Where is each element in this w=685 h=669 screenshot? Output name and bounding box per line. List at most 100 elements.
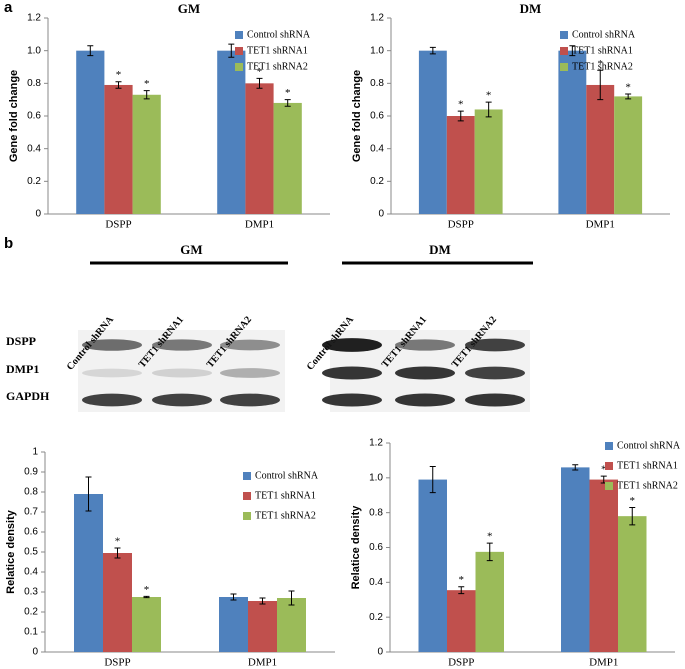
blot-band [465,338,525,352]
legend-swatch [605,482,613,490]
y-tick-label: 0.2 [24,607,38,618]
y-tick-label: 0.1 [24,627,38,638]
legend-swatch [560,63,568,71]
legend-label: TET1 shRNA2 [247,61,308,72]
y-tick-label: 1.0 [27,45,41,56]
bar [589,479,618,652]
error-bar [228,43,235,58]
chart-title: GM [178,1,200,16]
error-bar [230,593,237,601]
y-tick-label: 0.6 [370,111,384,122]
bar [103,553,132,652]
bar [474,109,503,214]
blot-band [152,339,212,351]
y-tick-label: 0.5 [24,547,38,558]
blot-band [220,339,280,351]
blot-band [395,393,455,407]
blot-row-label: GAPDH [6,389,50,403]
blot-band [82,339,142,351]
error-bar [625,93,632,100]
x-tick-label: DMP1 [589,657,618,669]
y-tick-label: 0 [377,647,383,658]
error-bar [288,590,295,606]
y-tick-label: 0.2 [370,176,384,187]
bar [219,597,248,652]
legend-swatch [243,512,251,520]
legend-label: TET1 shRNA2 [617,480,678,491]
x-tick-label: DSPP [104,657,130,669]
bar [132,597,161,652]
blot-band [220,393,280,407]
blot-band [152,368,212,378]
y-tick-label: 0.3 [24,587,38,598]
y-tick-label: 0.6 [27,111,41,122]
legend-label: TET1 shRNA1 [617,460,678,471]
bar [447,590,476,652]
error-bar [143,595,150,599]
y-tick-label: 0.4 [24,567,38,578]
legend-label: Control shRNA [255,470,319,481]
legend-label: TET1 shRNA1 [247,45,308,56]
x-tick-label: DMP1 [248,657,277,669]
significance-mark: * [115,536,121,548]
x-tick-label: DSPP [448,219,474,231]
x-tick-label: DMP1 [586,219,615,231]
y-tick-label: 0.4 [370,143,384,154]
significance-mark: * [144,584,150,596]
legend-label: Control shRNA [247,29,311,40]
panel-label: b [4,235,13,252]
significance-mark: * [625,81,631,93]
error-bar [597,69,604,101]
legend-label: Control shRNA [617,440,681,451]
y-axis-label: Gene fold change [8,70,20,162]
y-tick-label: 0.8 [369,507,383,518]
y-axis-label: Relatice density [350,505,362,590]
legend-swatch [560,47,568,55]
bar [76,50,105,214]
legend-swatch [235,31,243,39]
significance-mark: * [630,495,636,507]
panel-label: a [4,0,13,16]
legend-swatch [235,47,243,55]
x-tick-label: DSPP [105,219,131,231]
legend-swatch [235,63,243,71]
bar [561,467,590,652]
error-bar [629,506,636,526]
bar [245,83,274,214]
significance-mark: * [285,87,291,99]
y-tick-label: 1.2 [27,13,41,24]
legend-swatch [605,462,613,470]
legend-label: TET1 shRNA2 [255,510,316,521]
blot-band [465,393,525,407]
error-bar [486,542,493,562]
blot-band [220,368,280,378]
bar [277,598,306,652]
y-tick-label: 1.2 [370,13,384,24]
legend-label: Control shRNA [572,29,636,40]
legend-label: TET1 shRNA1 [572,45,633,56]
bar [132,94,161,214]
error-bar [569,45,576,57]
y-tick-label: 0.6 [24,527,38,538]
significance-mark: * [601,464,607,476]
x-tick-label: DMP1 [245,219,274,231]
y-tick-label: 0.7 [24,507,38,518]
y-tick-label: 0.9 [24,467,38,478]
blot-band [82,368,142,378]
y-tick-label: 1 [32,447,38,458]
blot-row-label: DSPP [6,334,36,348]
blot-band [322,393,382,407]
significance-mark: * [598,58,604,70]
error-bar [85,476,92,512]
y-tick-label: 0.8 [370,78,384,89]
y-tick-label: 0.8 [24,487,38,498]
y-tick-label: 0 [378,209,384,220]
legend-swatch [605,442,613,450]
y-tick-label: 0 [35,209,41,220]
chart-title: DM [520,1,542,16]
error-bar [429,46,436,55]
legend-label: TET1 shRNA1 [255,490,316,501]
y-tick-label: 0.2 [369,612,383,623]
error-bar [114,547,121,559]
significance-mark: * [257,66,263,78]
